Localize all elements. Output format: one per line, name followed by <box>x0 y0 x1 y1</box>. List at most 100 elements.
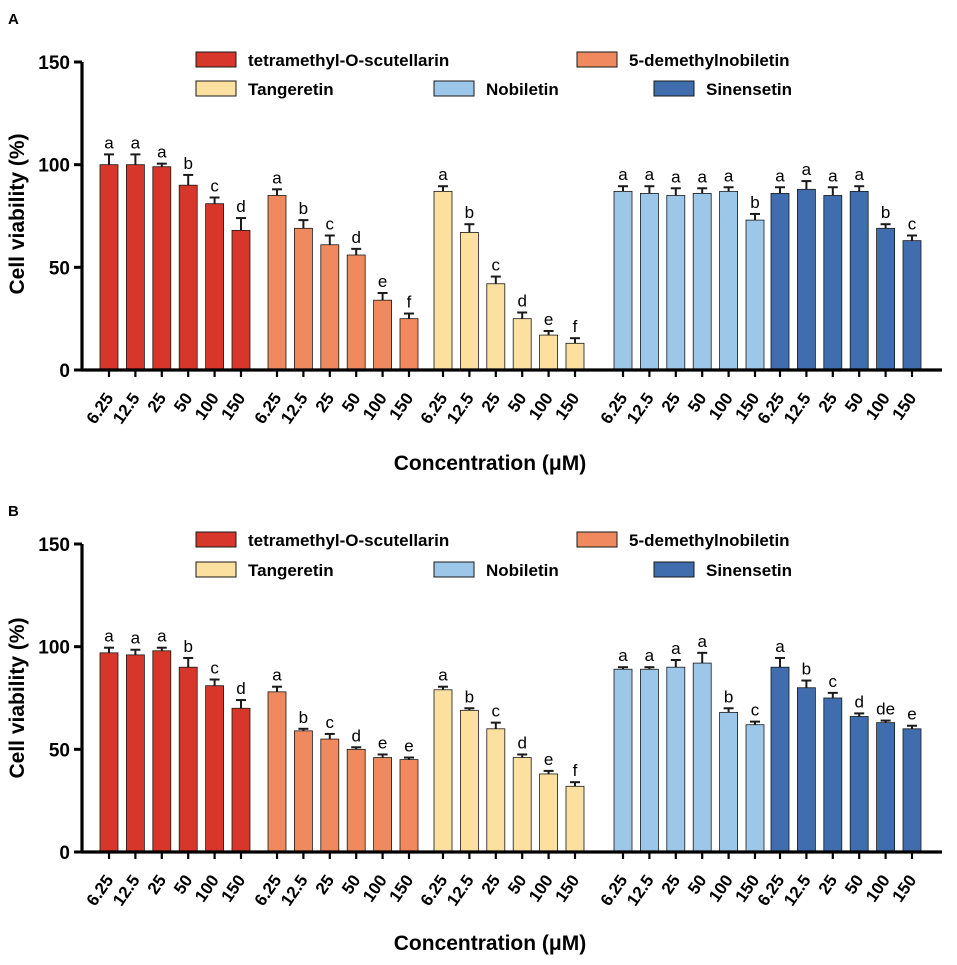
y-tick-label: 50 <box>49 740 70 761</box>
y-tick-label: 0 <box>59 843 70 864</box>
bar <box>849 716 869 853</box>
bar <box>293 730 313 853</box>
x-tick-label: 25 <box>312 871 338 897</box>
significance-letter: a <box>724 166 734 185</box>
legend-label: Sinensetin <box>706 561 792 580</box>
significance-letter: d <box>236 197 245 216</box>
significance-letter: a <box>828 166 838 185</box>
x-tick-label: 150 <box>385 389 417 423</box>
bar <box>231 229 251 371</box>
significance-letter: a <box>618 165 628 184</box>
significance-letter: a <box>438 165 448 184</box>
y-tick-label: 100 <box>38 638 70 659</box>
bar <box>459 232 479 371</box>
significance-letter: e <box>378 272 387 291</box>
significance-letter: b <box>724 687 733 706</box>
bar <box>902 728 922 853</box>
bar <box>565 342 585 371</box>
x-tick-label: 12.5 <box>623 389 658 427</box>
legend-label: tetramethyl-O-scutellarin <box>248 531 449 550</box>
legend-label: Nobiletin <box>486 80 559 99</box>
significance-letter: c <box>326 713 335 732</box>
bar <box>512 318 532 371</box>
x-tick-label: 150 <box>551 389 583 423</box>
y-axis-title-a: Cell viability (%) <box>6 133 29 294</box>
bar <box>902 240 922 371</box>
legend-label: 5-demethylnobiletin <box>629 51 790 70</box>
significance-letter: a <box>104 627 114 646</box>
bar <box>178 666 198 853</box>
x-tick-label: 25 <box>144 871 170 897</box>
x-tick-label: 100 <box>862 871 894 905</box>
plot-area-b: 050100150a6.25a12.5a25b50c100d150a6.25b1… <box>38 535 942 909</box>
bar <box>613 190 633 371</box>
significance-letter: a <box>697 632 707 651</box>
y-axis-title-b: Cell viability (%) <box>6 617 29 778</box>
x-tick-label: 25 <box>658 389 684 415</box>
bar <box>666 666 686 853</box>
x-tick-label: 12.5 <box>780 389 815 427</box>
bar <box>719 190 738 371</box>
bar <box>486 283 506 371</box>
bar <box>399 759 419 853</box>
bar <box>666 195 686 371</box>
x-tick-label: 100 <box>191 871 223 905</box>
significance-letter: a <box>697 167 707 186</box>
x-tick-label: 12.5 <box>623 871 658 909</box>
x-tick-label: 6.25 <box>417 871 452 909</box>
x-tick-label: 6.25 <box>251 389 286 427</box>
bar <box>770 666 790 853</box>
significance-letter: a <box>131 629 141 648</box>
bar <box>231 707 251 853</box>
y-tick-label: 150 <box>38 53 70 74</box>
significance-letter: e <box>907 705 916 724</box>
legend-swatch <box>195 561 237 578</box>
significance-letter: a <box>157 627 167 646</box>
significance-letter: b <box>183 154 192 173</box>
bar <box>346 748 366 853</box>
y-tick-label: 50 <box>49 258 70 279</box>
panel-label-b: B <box>8 503 19 520</box>
significance-letter: c <box>492 256 501 275</box>
bar <box>373 757 393 853</box>
legend-swatch <box>576 51 618 68</box>
bar <box>797 188 816 371</box>
bar <box>745 724 765 853</box>
legend-label: Nobiletin <box>486 561 559 580</box>
x-tick-label: 25 <box>478 871 504 897</box>
x-tick-label: 6.25 <box>417 389 452 427</box>
significance-letter: c <box>751 701 760 720</box>
bar <box>399 318 419 371</box>
x-tick-label: 12.5 <box>277 871 312 909</box>
legend-swatch <box>576 531 618 548</box>
significance-letter: a <box>618 646 628 665</box>
bar <box>876 227 895 371</box>
significance-letter: e <box>404 737 413 756</box>
legend-b: tetramethyl-O-scutellarin 5-demethylnobil… <box>195 531 792 580</box>
legend-swatch <box>195 51 237 68</box>
x-axis-title-a: Concentration (μM) <box>394 452 587 475</box>
legend-swatch <box>195 80 237 97</box>
x-axis-title-b: Concentration (μM) <box>394 932 587 955</box>
x-tick-label: 100 <box>191 389 223 423</box>
panel-label-a: A <box>8 11 19 28</box>
bar <box>692 662 712 853</box>
significance-letter: a <box>272 168 282 187</box>
bar <box>849 190 869 371</box>
x-tick-label: 25 <box>144 389 170 415</box>
x-tick-label: 100 <box>359 871 391 905</box>
x-tick-label: 25 <box>658 871 684 897</box>
significance-letter: d <box>351 228 360 247</box>
significance-letter: a <box>775 166 785 185</box>
significance-letter: a <box>645 165 655 184</box>
x-tick-label: 150 <box>217 871 249 905</box>
bar <box>293 227 313 371</box>
bar <box>152 166 172 371</box>
x-tick-label: 100 <box>705 871 737 905</box>
significance-letter: a <box>775 637 785 656</box>
bar <box>640 668 659 853</box>
x-tick-label: 25 <box>312 389 338 415</box>
x-tick-label: 100 <box>359 389 391 423</box>
x-tick-label: 150 <box>217 389 249 423</box>
